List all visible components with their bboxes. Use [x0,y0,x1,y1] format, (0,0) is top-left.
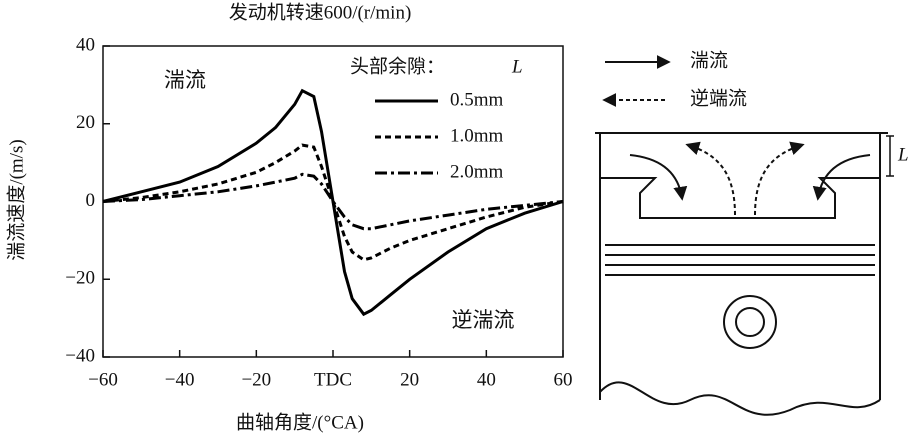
legend-label: 1.0mm [450,125,504,146]
y-axis-label: 湍流速度/(m/s) [5,139,27,260]
x-tick-label: −20 [241,369,271,390]
series-line [102,143,564,262]
series-line [102,88,564,317]
diagram-legend-label: 湍流 [690,49,728,71]
piston-diagram [595,55,894,416]
cylinder-wall [599,133,881,400]
ring-grooves [605,244,875,276]
cut-line [599,381,881,416]
annotation: 湍流 [164,68,206,92]
legend-title-variable: L [511,56,523,77]
x-tick-label: −40 [165,369,195,390]
legend-label: 0.5mm [450,89,504,110]
legend-label: 2.0mm [450,161,504,182]
piston-pin [723,295,777,349]
legend-title: 头部余隙： [350,55,445,77]
reverse-arrow [685,141,736,216]
y-tick-label: 20 [76,112,95,133]
chart-title: 发动机转速600/(r/min) [229,1,412,23]
x-tick-label: TDC [314,369,352,390]
x-tick-label: 60 [554,369,573,390]
x-tick-label: −60 [88,369,118,390]
turbulence-arrow [812,154,871,201]
reverse-arrow [754,141,805,216]
gap-bracket [886,135,894,177]
annotation: 逆湍流 [452,308,515,332]
y-tick-label: 40 [76,34,95,55]
y-tick-label: −40 [65,345,95,366]
piston-pin-bore [735,307,765,337]
y-tick-label: −20 [65,268,95,289]
x-axis-label: 曲轴角度/(°CA) [236,411,364,433]
piston-crown [600,177,880,219]
x-tick-label: 20 [400,369,419,390]
gap-label: L [897,144,909,165]
diagram-legend-label: 逆端流 [690,87,747,109]
y-tick-label: 0 [86,190,96,211]
turbulence-arrow [629,154,688,201]
x-tick-label: 40 [477,369,496,390]
